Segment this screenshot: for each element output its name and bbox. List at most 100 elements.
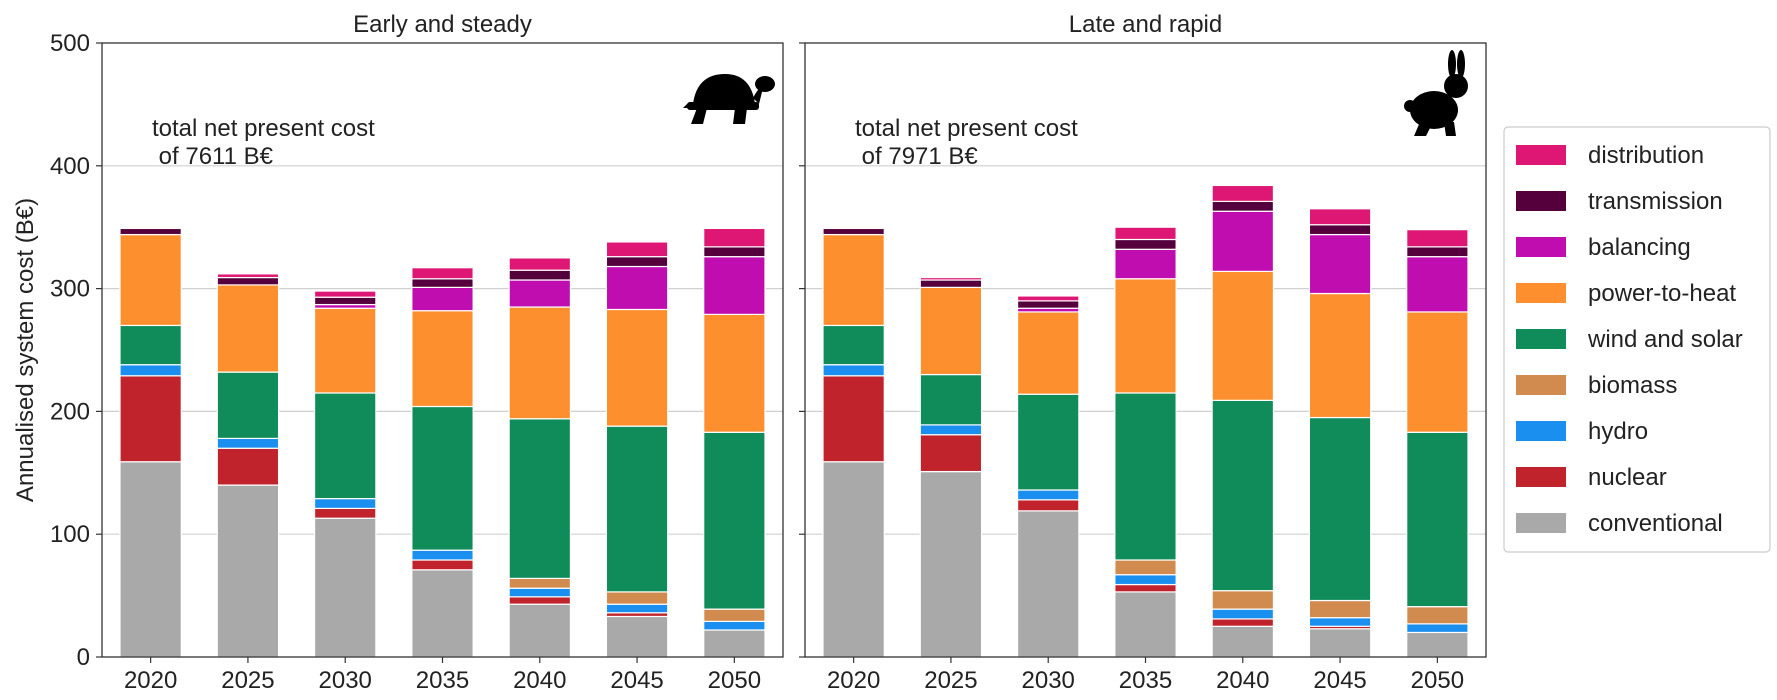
bar-segment-wind-and-solar (919, 373, 983, 426)
bar-segment-power-to-heat (411, 310, 474, 408)
bar-segment-nuclear (313, 507, 377, 519)
bar-segment-biomass (508, 577, 572, 589)
bar-segment-wind-and-solar (1406, 431, 1469, 608)
legend-label: hydro (1588, 418, 1648, 445)
x-tick-label: 2025 (924, 667, 977, 694)
bar-segment-transmission (703, 246, 766, 258)
bar-segment-transmission (919, 279, 983, 288)
bar-segment-hydro (703, 620, 766, 631)
bar-segment-biomass (703, 608, 766, 622)
bar-segment-nuclear (508, 596, 572, 605)
bar-segment-distribution (216, 273, 280, 279)
bar-segment-transmission (216, 276, 280, 286)
bar-segment-conventional (1114, 591, 1177, 658)
bar-segment-wind-and-solar (1308, 416, 1372, 602)
legend-label: balancing (1588, 234, 1691, 261)
bar-segment-distribution (605, 241, 669, 258)
legend-label: biomass (1588, 372, 1677, 399)
bar-segment-wind-and-solar (313, 392, 377, 500)
bar-segment-distribution (411, 267, 474, 280)
legend-swatch-transmission (1516, 191, 1566, 211)
bar-segment-wind-and-solar (822, 324, 885, 366)
legend-label: transmission (1588, 188, 1723, 215)
bar-segment-transmission (605, 256, 669, 268)
panel-title: Early and steady (353, 11, 532, 38)
bar-segment-distribution (1114, 226, 1177, 241)
bar-segment-balancing (1211, 210, 1275, 273)
bar-segment-hydro (508, 587, 572, 598)
bar-segment-hydro (1211, 608, 1275, 620)
bar-segment-nuclear (216, 447, 280, 486)
bar-segment-transmission (822, 227, 885, 236)
bar-segment-distribution (703, 227, 766, 248)
bar-segment-hydro (216, 437, 280, 449)
bar-segment-wind-and-solar (605, 425, 669, 593)
legend-swatch-hydro (1516, 421, 1566, 441)
bar-segment-transmission (411, 278, 474, 288)
x-tick-label: 2030 (319, 667, 372, 694)
bar-segment-conventional (411, 569, 474, 658)
bar-segment-hydro (1114, 574, 1177, 586)
x-tick-label: 2025 (221, 667, 274, 694)
bar-segment-power-to-heat (313, 307, 377, 394)
turtle-icon (683, 74, 775, 124)
legend-swatch-wind-and-solar (1516, 329, 1566, 349)
bar-segment-conventional (822, 461, 885, 658)
bar-segment-balancing (411, 286, 474, 312)
bar-segment-power-to-heat (703, 313, 766, 433)
y-tick-label: 200 (50, 398, 90, 425)
bar-segment-conventional (313, 517, 377, 658)
legend-swatch-balancing (1516, 237, 1566, 257)
rabbit-icon (1404, 50, 1468, 136)
bar-segment-biomass (1114, 559, 1177, 576)
x-tick-label: 2040 (1216, 667, 1269, 694)
bar-segment-transmission (119, 227, 182, 236)
annotation-line-1: total net present cost (855, 115, 1078, 142)
plot-frame (101, 42, 784, 658)
bar-segment-conventional (605, 615, 669, 658)
bar-segment-biomass (1406, 606, 1469, 625)
bar-segment-conventional (508, 603, 572, 658)
bar-segment-nuclear (822, 375, 885, 463)
bar-segment-conventional (919, 470, 983, 658)
panel-title: Late and rapid (1069, 11, 1222, 38)
legend-label: conventional (1588, 510, 1723, 537)
bar-segment-power-to-heat (919, 286, 983, 376)
x-tick-label: 2035 (416, 667, 469, 694)
legend-swatch-biomass (1516, 375, 1566, 395)
bar-segment-power-to-heat (508, 306, 572, 420)
bar-segment-conventional (216, 484, 280, 658)
bar-segment-hydro (1016, 489, 1080, 501)
bar-segment-distribution (1406, 229, 1469, 248)
y-tick-label: 0 (77, 644, 90, 671)
x-tick-label: 2050 (1411, 667, 1464, 694)
bar-segment-hydro (1406, 623, 1469, 634)
bar-segment-power-to-heat (119, 233, 182, 327)
annotation-line-1: total net present cost (152, 115, 375, 142)
legend-label: power-to-heat (1588, 280, 1736, 307)
bar-segment-balancing (1406, 256, 1469, 313)
bar-segment-power-to-heat (1308, 292, 1372, 419)
bar-segment-distribution (1308, 208, 1372, 226)
x-tick-label: 2045 (1313, 667, 1366, 694)
annotation-line-2: of 7611 B€ (152, 143, 274, 170)
legend-swatch-nuclear (1516, 467, 1566, 487)
bar-segment-biomass (1211, 590, 1275, 610)
bar-segment-distribution (1211, 184, 1275, 203)
legend-frame (1503, 126, 1771, 553)
legend-label: nuclear (1588, 464, 1667, 491)
bar-segment-biomass (1308, 599, 1372, 619)
bar-segment-nuclear (919, 434, 983, 473)
bar-segment-distribution (119, 226, 182, 230)
bar-segment-transmission (508, 269, 572, 281)
bar-segment-hydro (313, 497, 377, 510)
bar-segment-conventional (1211, 625, 1275, 658)
bar-segment-distribution (822, 226, 885, 230)
bar-segment-wind-and-solar (119, 324, 182, 366)
legend-swatch-distribution (1516, 145, 1566, 165)
bar-segment-transmission (313, 296, 377, 306)
bar-segment-balancing (605, 265, 669, 311)
legend: distribution transmission balancing power-t… (1503, 126, 1771, 553)
bar-segment-conventional (703, 629, 766, 658)
bar-segment-wind-and-solar (411, 405, 474, 551)
